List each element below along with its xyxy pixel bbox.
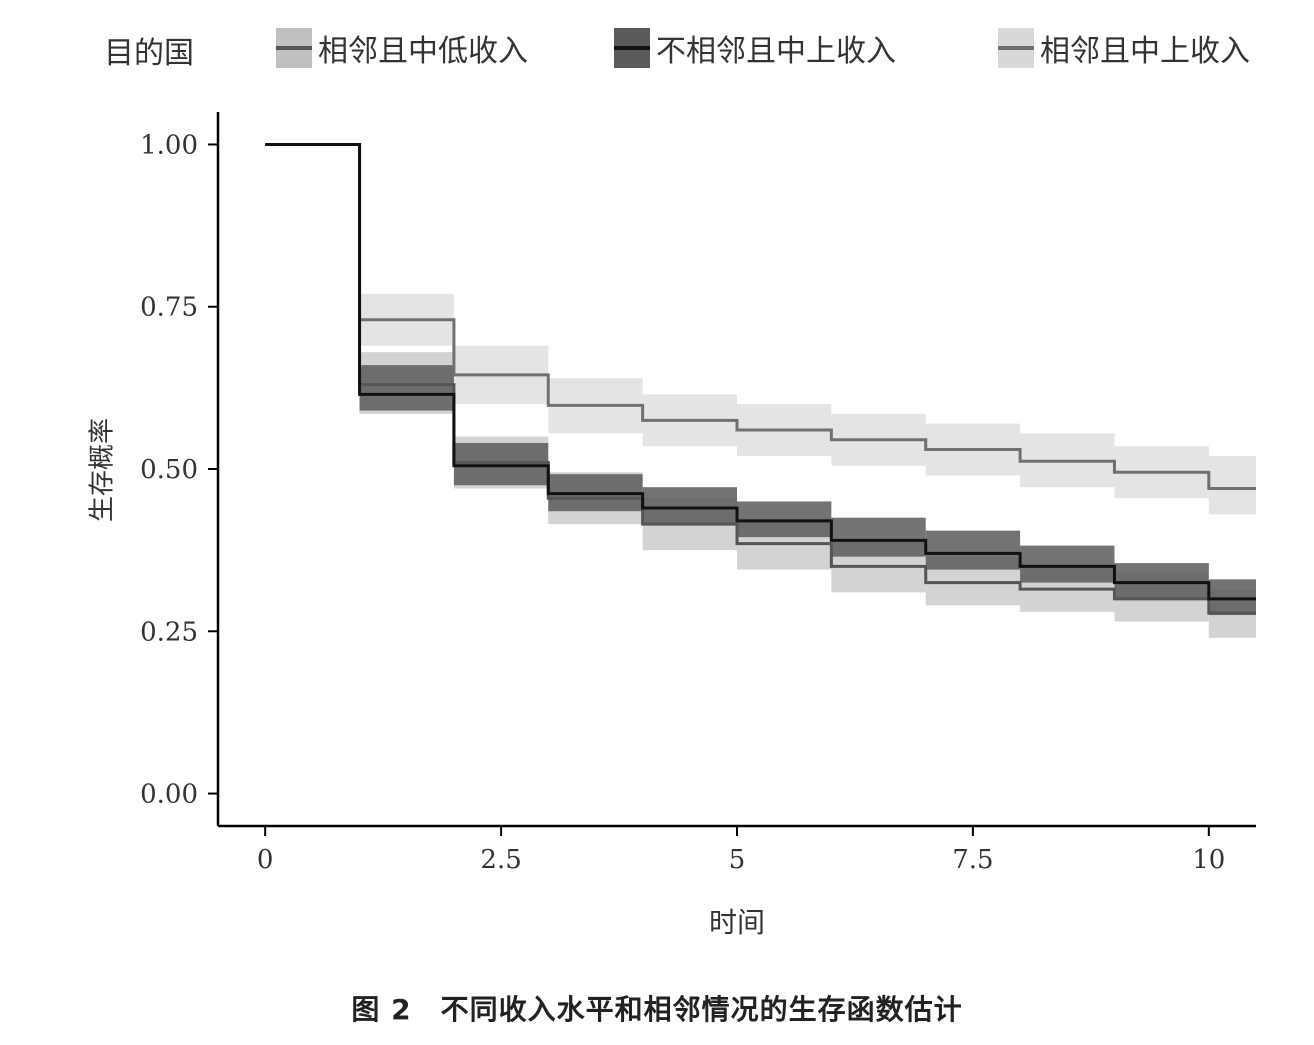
confidence-band-step bbox=[737, 501, 832, 538]
legend-line bbox=[998, 46, 1034, 50]
y-tick-label: 0.25 bbox=[140, 617, 198, 647]
legend-item-adjacent-upper-middle: 相邻且中上收入 bbox=[998, 26, 1250, 70]
figure-caption: 图 2 不同收入水平和相邻情况的生存函数估计 bbox=[351, 993, 963, 1026]
y-tick-label: 0.00 bbox=[140, 780, 198, 810]
legend-key-adjacent-upper-middle bbox=[998, 28, 1034, 68]
x-tick-label: 0 bbox=[257, 845, 274, 875]
legend-key-nonadjacent-upper-middle bbox=[614, 28, 650, 68]
confidence-band-step bbox=[453, 443, 549, 486]
confidence-band-step bbox=[1020, 545, 1115, 583]
legend-line bbox=[614, 46, 650, 50]
x-tick-label: 10 bbox=[1192, 845, 1225, 875]
confidence-band-step bbox=[359, 365, 454, 411]
axes: 0.00 0.25 0.50 0.75 1.00 0 2.5 5 7.5 10 时间 bbox=[140, 112, 1256, 939]
confidence-bands bbox=[359, 293, 1256, 638]
legend-item-nonadjacent-upper-middle: 不相邻且中上收入 bbox=[614, 26, 896, 70]
legend-key-adjacent-lower-middle bbox=[276, 28, 312, 68]
y-tick-label: 0.50 bbox=[140, 455, 198, 485]
legend-label: 不相邻且中上收入 bbox=[656, 34, 896, 69]
confidence-band-step bbox=[1114, 563, 1209, 599]
y-tick-label: 1.00 bbox=[140, 130, 198, 160]
legend: 目的国 相邻且中低收入 不相邻且中上收入 相邻且中上收入 bbox=[0, 22, 1314, 72]
confidence-band-step bbox=[831, 517, 926, 557]
y-tick-label: 0.75 bbox=[140, 293, 198, 323]
confidence-band-step bbox=[925, 530, 1021, 570]
legend-label: 相邻且中上收入 bbox=[1040, 34, 1250, 69]
legend-line bbox=[276, 46, 312, 50]
x-tick-label: 5 bbox=[729, 845, 746, 875]
confidence-band-step bbox=[642, 487, 737, 525]
confidence-band-step bbox=[1208, 579, 1256, 616]
legend-title: 目的国 bbox=[104, 36, 194, 71]
survival-curves bbox=[265, 142, 1256, 615]
x-axis-label: 时间 bbox=[709, 906, 765, 939]
confidence-band-step bbox=[1208, 456, 1256, 515]
survival-curve-line bbox=[265, 142, 1256, 601]
x-tick-label: 2.5 bbox=[480, 845, 521, 875]
survival-curve-line bbox=[265, 142, 1256, 490]
legend-label: 相邻且中低收入 bbox=[318, 34, 528, 69]
x-tick-label: 7.5 bbox=[952, 845, 993, 875]
legend-item-adjacent-lower-middle: 相邻且中低收入 bbox=[276, 26, 528, 70]
